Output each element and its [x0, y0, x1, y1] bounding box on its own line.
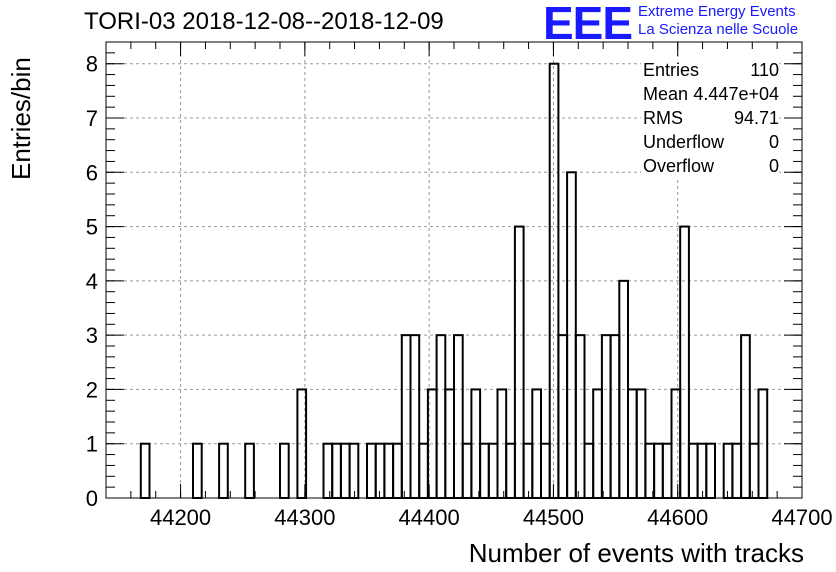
x-tick-label: 44600: [647, 505, 708, 530]
histogram-bin: [244, 442, 255, 500]
chart-title: TORI-03 2018-12-08--2018-12-09: [84, 8, 444, 35]
histogram-bin: [522, 442, 534, 500]
y-tick-label: 0: [86, 486, 98, 511]
histogram-bin: [557, 334, 569, 499]
y-tick-label: 7: [86, 106, 98, 131]
stats-box: Entries 110 Mean 4.447e+04 RMS 94.71 Und…: [641, 58, 779, 178]
stats-key: RMS: [643, 108, 683, 128]
stats-row-rms: RMS 94.71: [641, 106, 779, 130]
axes: 44200 44300 44400 44500 44600 44700 0 1 2 3 4 5 6 7 8: [86, 41, 833, 530]
histogram-bin: [279, 442, 290, 500]
histogram-bin: [435, 334, 447, 499]
histogram-bin: [583, 442, 595, 500]
y-tick-label: 3: [86, 323, 98, 348]
stats-row-underflow: Underflow 0: [641, 130, 779, 154]
stats-value: 4.447e+04: [693, 84, 779, 104]
x-axis-label: Number of events with tracks: [468, 538, 804, 568]
y-tick-label: 2: [86, 377, 98, 402]
y-tick-label: 8: [86, 52, 98, 77]
histogram-bin: [400, 334, 412, 499]
histogram-bin: [409, 334, 421, 499]
stats-value: 94.71: [733, 108, 779, 128]
histogram-bin: [331, 442, 342, 500]
y-tick-label: 4: [86, 269, 98, 294]
histogram-bin: [392, 442, 403, 500]
stats-row-entries: Entries 110: [641, 58, 779, 82]
histogram-bin: [740, 334, 751, 499]
stats-key: Mean: [643, 84, 689, 104]
y-tick-label: 6: [86, 160, 98, 185]
histogram-bin: [574, 334, 586, 499]
histogram-bin: [218, 442, 229, 500]
histogram-bin: [748, 442, 760, 500]
histogram-bin: [487, 442, 499, 500]
histogram-bin: [192, 442, 203, 500]
histogram-bin: [696, 442, 708, 500]
histogram-bin: [374, 442, 386, 500]
eee-logo-line2: La Scienza nelle Scuole: [638, 21, 799, 38]
histogram-bin: [479, 442, 490, 500]
histogram-bin: [722, 442, 734, 500]
histogram-bin: [505, 442, 516, 500]
stats-row-mean: Mean 4.447e+04: [641, 82, 779, 106]
histogram-bin: [731, 442, 743, 500]
histogram-bin: [609, 334, 621, 499]
histogram-bin: [687, 442, 699, 500]
eee-logo-text: Extreme Energy Events La Scienza nelle S…: [638, 3, 798, 39]
x-tick-label: 44400: [399, 505, 460, 530]
x-tick-label: 44300: [274, 505, 335, 530]
y-tick-label: 1: [86, 432, 98, 457]
histogram-bin: [705, 442, 716, 500]
eee-logo-line1: Extreme Energy Events: [638, 3, 796, 20]
histogram-bin: [383, 442, 395, 500]
stats-key: Overflow: [643, 156, 715, 176]
stats-value: 0: [768, 156, 779, 176]
y-axis-label: Entries/bin: [6, 57, 36, 180]
eee-logo: EEE: [543, 0, 633, 49]
stats-key: Underflow: [643, 132, 725, 152]
histogram-bin: [600, 334, 612, 499]
histogram-bin: [644, 442, 656, 500]
x-tick-label: 44700: [771, 505, 832, 530]
histogram-bin: [322, 442, 334, 500]
x-tick-label: 44500: [523, 505, 584, 530]
x-tick-label: 44200: [150, 505, 211, 530]
histogram-bin: [453, 334, 464, 499]
histogram-bin: [540, 442, 551, 500]
stats-value: 0: [768, 132, 779, 152]
histogram-bin: [661, 442, 673, 500]
y-tick-label: 5: [86, 215, 98, 240]
histogram-bin: [418, 442, 429, 500]
histogram-bin: [348, 442, 360, 500]
stats-row-overflow: Overflow 0: [641, 154, 779, 178]
histogram-bin: [139, 442, 151, 500]
histogram-bin: [653, 442, 664, 500]
stats-value: 110: [750, 60, 779, 80]
histogram-bin: [461, 442, 473, 500]
histogram-bin: [366, 442, 377, 500]
stats-key: Entries: [643, 60, 700, 80]
histogram-bin: [339, 442, 351, 500]
histogram-bin: [513, 225, 525, 499]
histogram-bin: [679, 225, 690, 499]
